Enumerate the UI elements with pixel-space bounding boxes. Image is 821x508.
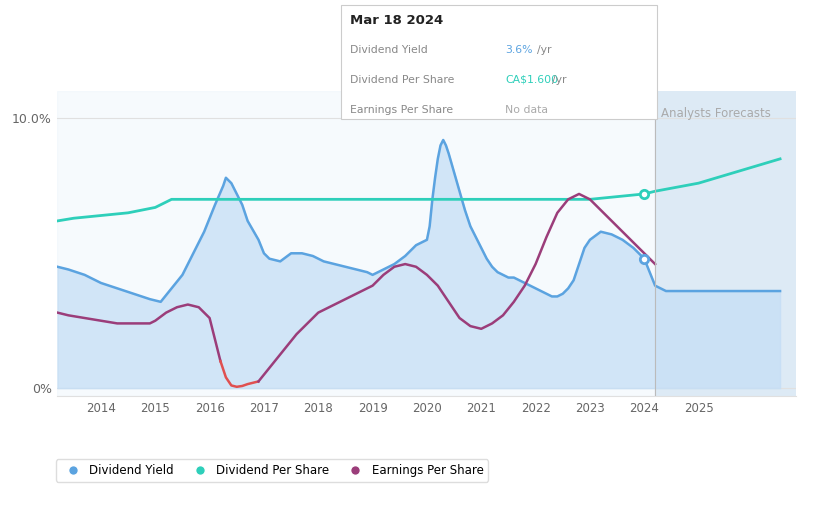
Text: /yr: /yr [553,75,567,85]
Text: Past: Past [623,107,652,119]
Text: CA$1.600: CA$1.600 [505,75,558,85]
Text: /yr: /yr [537,45,551,55]
Text: No data: No data [505,105,548,114]
Text: Analysts Forecasts: Analysts Forecasts [661,107,770,119]
Bar [655,91,796,396]
Text: Dividend Yield: Dividend Yield [351,45,428,55]
Text: Dividend Per Share: Dividend Per Share [351,75,455,85]
FancyBboxPatch shape [341,5,657,119]
Bar [57,91,655,396]
Text: 3.6%: 3.6% [505,45,533,55]
Legend: Dividend Yield, Dividend Per Share, Earnings Per Share: Dividend Yield, Dividend Per Share, Earn… [56,459,488,482]
Text: Mar 18 2024: Mar 18 2024 [351,14,443,27]
Text: Earnings Per Share: Earnings Per Share [351,105,453,114]
